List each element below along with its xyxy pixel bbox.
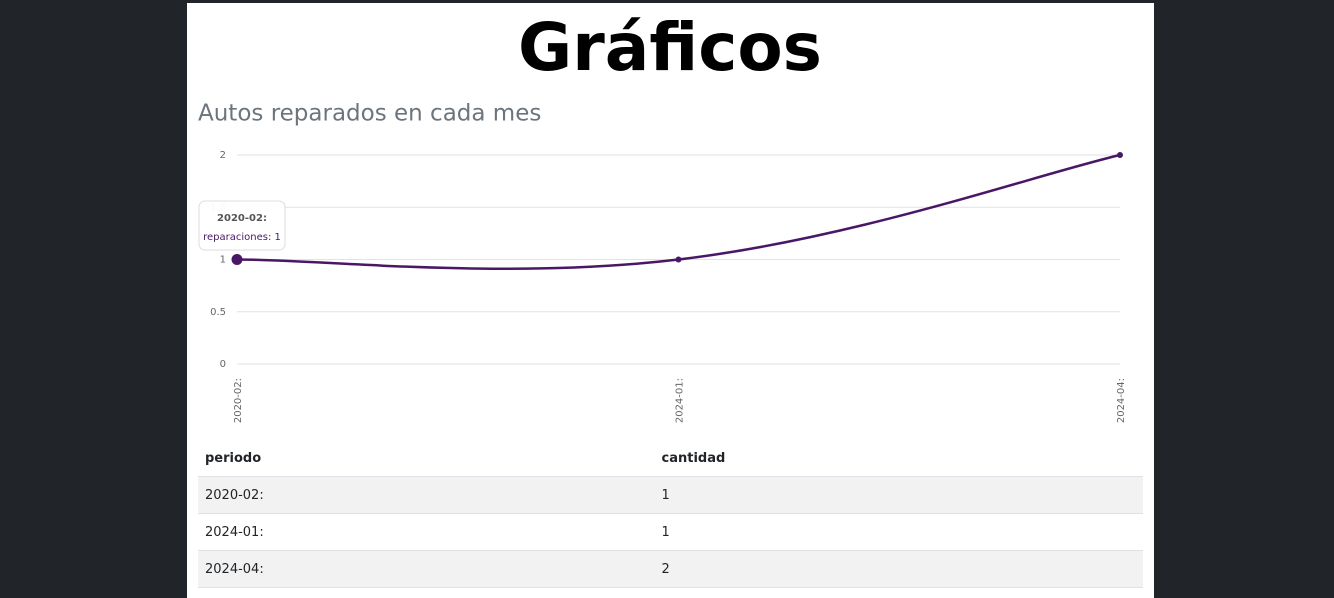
page-title: Gráficos (518, 9, 822, 86)
y-tick-label: 2 (220, 150, 226, 161)
table-cell: 2024-04: (198, 550, 655, 588)
x-tick-label: 2020-02: (233, 378, 244, 423)
table-cell: 2024-01: (198, 513, 655, 551)
chart-title: Autos reparados en cada mes (198, 101, 541, 127)
header-cell: cantidad (654, 440, 1143, 477)
data-table: periodo cantidad 2020-02: 1 2024-01: 1 2024-… (198, 440, 1143, 588)
x-tick-label: 2024-01: (675, 378, 686, 423)
y-tick-label: 0 (220, 359, 226, 370)
header-cell: periodo (198, 440, 655, 477)
point (1117, 152, 1123, 158)
table-cell: 1 (654, 476, 1143, 514)
chart: Gráficos Autos reparados en cada mes 0 0.… (198, 9, 1127, 423)
tooltip-label: reparaciones: 1 (203, 232, 281, 243)
point (231, 254, 243, 265)
tooltip (198, 200, 286, 251)
line (236, 153, 1121, 271)
table-row: 2020-02: 1 (198, 476, 1143, 514)
table-cell: 1 (654, 513, 1143, 551)
x-tick-label: 2024-04: (1116, 378, 1127, 423)
point (675, 256, 682, 263)
y-tick-label: 0.5 (210, 307, 226, 318)
tooltip-title: 2020-02: (217, 213, 267, 224)
y-tick-label: 1 (220, 255, 226, 266)
table-header: periodo cantidad (198, 440, 1143, 477)
table-cell: 2 (654, 550, 1143, 588)
table-cell: 2020-02: (198, 476, 655, 514)
table-row: 2024-04: 2 (198, 550, 1143, 588)
table-row: 2024-01: 1 (198, 513, 1143, 551)
